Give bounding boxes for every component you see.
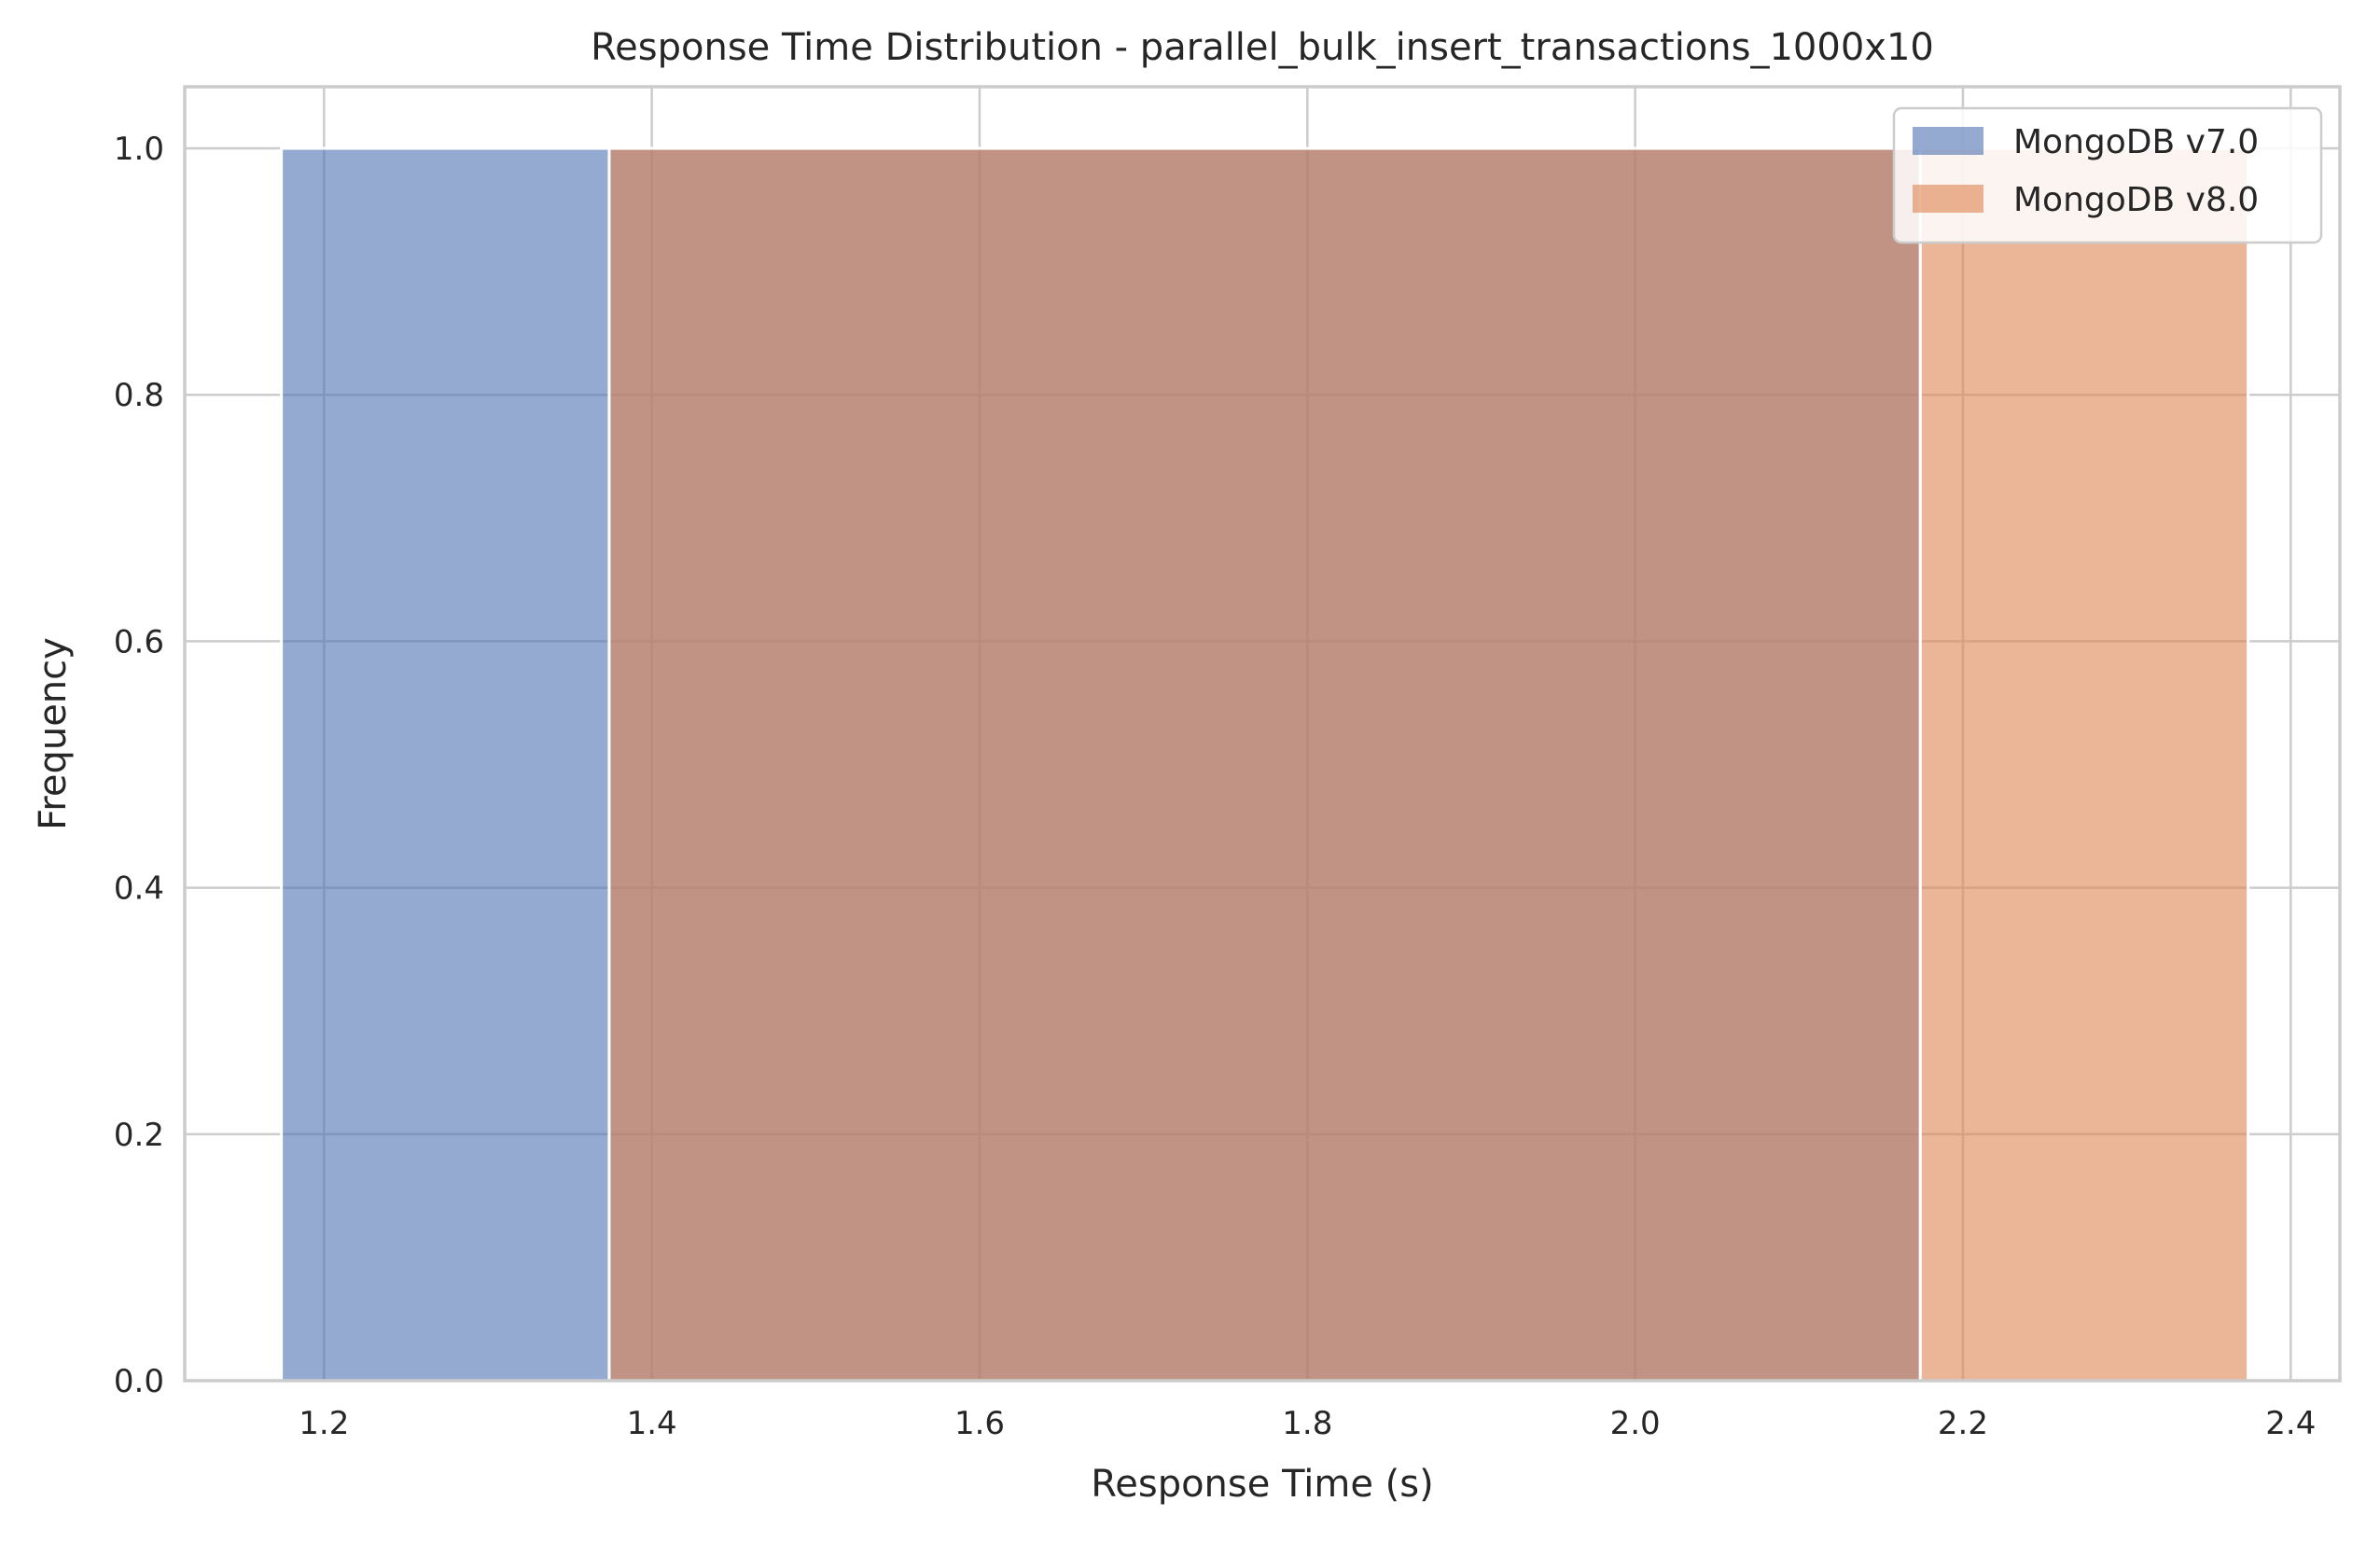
x-axis-label: Response Time (s) bbox=[1091, 1463, 1433, 1506]
y-tick-label: 0.4 bbox=[114, 870, 164, 908]
histogram-bar-series-1 bbox=[1918, 146, 2250, 1383]
y-axis-label: Frequency bbox=[32, 637, 75, 830]
legend-swatch bbox=[1913, 185, 1983, 213]
y-tick-label: 0.2 bbox=[114, 1117, 164, 1154]
x-tick-label: 1.2 bbox=[299, 1405, 349, 1442]
histogram-bars bbox=[280, 146, 2250, 1383]
legend-box bbox=[1892, 106, 2323, 244]
x-tick-label: 1.4 bbox=[627, 1405, 677, 1442]
x-tick-label: 2.2 bbox=[1938, 1405, 1988, 1442]
histogram-bar-series-1 bbox=[607, 146, 1922, 1383]
chart-title: Response Time Distribution - parallel_bu… bbox=[591, 26, 1934, 69]
legend-label: MongoDB v8.0 bbox=[2013, 181, 2259, 219]
y-tick-label: 0.8 bbox=[114, 377, 164, 414]
x-tick-labels: 1.2 1.4 1.6 1.8 2.0 2.2 2.4 bbox=[299, 1405, 2316, 1442]
y-tick-labels: 0.0 0.2 0.4 0.6 0.8 1.0 bbox=[114, 131, 164, 1400]
plot-frame bbox=[183, 85, 2342, 1383]
y-tick-label: 1.0 bbox=[114, 131, 164, 168]
histogram-bar-series-0 bbox=[280, 146, 611, 1383]
legend: MongoDB v7.0 MongoDB v8.0 bbox=[1892, 106, 2323, 244]
legend-label: MongoDB v7.0 bbox=[2013, 123, 2259, 161]
y-tick-label: 0.6 bbox=[114, 623, 164, 660]
x-tick-label: 1.6 bbox=[954, 1405, 1005, 1442]
legend-swatch bbox=[1913, 127, 1983, 155]
x-tick-label: 1.8 bbox=[1282, 1405, 1332, 1442]
x-tick-label: 2.4 bbox=[2265, 1405, 2316, 1442]
y-tick-label: 0.0 bbox=[114, 1363, 164, 1400]
x-tick-label: 2.0 bbox=[1610, 1405, 1661, 1442]
